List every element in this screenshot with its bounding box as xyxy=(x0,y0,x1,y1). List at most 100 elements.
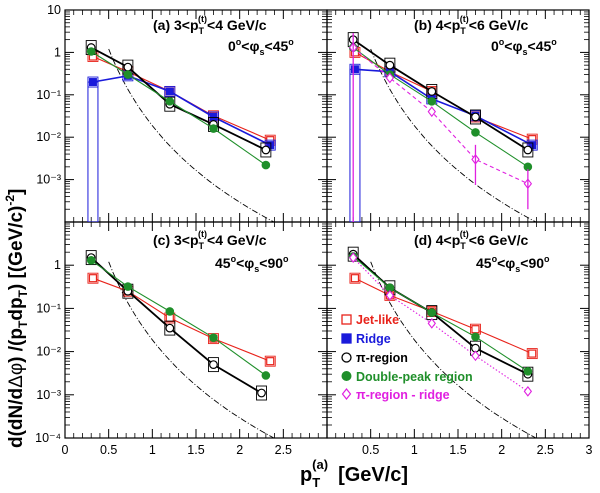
data-point-dp xyxy=(427,97,437,106)
x-tick-label: 3 xyxy=(586,443,593,457)
data-point-dp xyxy=(86,47,96,56)
data-point-pi xyxy=(385,60,395,70)
panel-d-subtitle: 45o<φs<90o xyxy=(476,254,550,274)
reference-curve xyxy=(108,48,275,222)
panel-a-plot xyxy=(85,40,276,222)
data-point-pir xyxy=(427,106,436,118)
error-box-ridge-low xyxy=(87,81,99,222)
legend-label-pir: π-region - ridge xyxy=(356,388,450,402)
data-point-pi xyxy=(209,360,218,370)
error-box-pi xyxy=(522,142,534,158)
panel-c-plot xyxy=(85,250,276,438)
y-tick-label: 10⁻¹ xyxy=(36,301,61,315)
panel-b-plot xyxy=(347,32,538,222)
data-point-jet xyxy=(471,325,480,334)
series-line-pir xyxy=(352,47,529,185)
series-line-pir xyxy=(352,257,529,392)
legend-label-jet: Jet-like xyxy=(356,313,399,327)
data-point-pir xyxy=(385,290,395,301)
data-point-ridge xyxy=(266,141,275,150)
series-line-jet xyxy=(354,51,533,140)
reference-curve xyxy=(370,261,537,438)
panel-b-subtitle: 0o<φs<45o xyxy=(491,37,557,57)
series-line-ridge xyxy=(354,68,533,146)
data-point-pi xyxy=(471,112,480,122)
legend-label-dp: Double-peak region xyxy=(356,370,473,384)
data-point-ridge xyxy=(528,141,537,150)
x-axis-label: pT(a) [GeV/c] xyxy=(300,457,408,490)
panel-d-title: (d) 4<pT(t)<6 GeV/c xyxy=(414,229,529,251)
y-tick-label: 10⁻³ xyxy=(36,173,61,187)
y-tick-label: 10 xyxy=(47,3,61,17)
error-box-jet xyxy=(87,272,99,284)
data-point-jet xyxy=(266,357,275,366)
panel-b-title: (b) 4<pT(t)<6 GeV/c xyxy=(414,14,529,36)
data-point-pi xyxy=(427,87,437,96)
data-point-dp xyxy=(427,308,437,317)
series-line-pi xyxy=(90,46,267,151)
data-point-dp xyxy=(471,332,480,342)
x-tick-label: 0.5 xyxy=(362,443,379,457)
y-tick-label: 10⁻² xyxy=(36,345,61,359)
legend: Jet-like Ridge π-region Double-peak regi… xyxy=(341,313,473,402)
y-tick-label: 1 xyxy=(54,258,61,272)
error-box-pi xyxy=(164,320,176,336)
legend-marker-pi xyxy=(341,352,352,363)
error-box-pi xyxy=(260,142,272,158)
panel-a-subtitle: 0o<φs<45o xyxy=(228,37,294,57)
data-point-dp xyxy=(523,366,533,376)
x-tick-label: 1 xyxy=(149,443,156,457)
data-point-pi xyxy=(123,62,133,72)
x-tick-label: 2.5 xyxy=(537,443,554,457)
legend-marker-dp xyxy=(341,371,352,381)
legend-label-pi: π-region xyxy=(356,351,408,365)
data-point-pir xyxy=(427,317,436,329)
error-box-jet xyxy=(264,355,276,367)
error-box-jet xyxy=(349,272,361,284)
series-line-jet xyxy=(92,277,271,362)
error-box-pi xyxy=(470,109,481,125)
data-point-pi xyxy=(257,388,266,398)
data-point-dp xyxy=(86,255,96,265)
legend-marker-ridge xyxy=(341,333,352,344)
x-tick-label: 2.5 xyxy=(275,443,292,457)
data-point-pir xyxy=(523,385,533,397)
legend-label-ridge: Ridge xyxy=(356,332,391,346)
reference-curve xyxy=(108,261,275,438)
axis-ticks: 10⁻³ 10⁻² 10⁻¹ 1 10 0 0.5 1 1.5 2 2.5 10⁻⁴ 10⁻³ 10⁻² 1… xyxy=(35,3,592,457)
data-point-jet xyxy=(350,274,360,283)
x-tick-label: 2 xyxy=(236,443,243,457)
reference-curve xyxy=(370,48,537,222)
data-point-pi xyxy=(523,145,533,155)
data-point-pir xyxy=(471,350,480,362)
y-tick-label: 1 xyxy=(54,45,61,59)
data-point-pir xyxy=(385,72,395,84)
data-point-jet xyxy=(88,274,98,283)
series-line-pi xyxy=(352,38,529,151)
y-tick-label: 10⁻² xyxy=(36,130,61,144)
data-point-pi xyxy=(261,145,271,155)
series-line-pi xyxy=(90,256,262,394)
x-tick-label: 0 xyxy=(62,443,69,457)
panel-c-subtitle: 45o<φs<90o xyxy=(215,254,289,274)
error-box-pi xyxy=(256,385,267,401)
panel-d-plot xyxy=(347,246,538,438)
data-point-dp xyxy=(471,128,480,137)
data-point-ridge xyxy=(209,112,218,121)
data-point-dp xyxy=(261,160,271,170)
error-box-pi xyxy=(85,250,97,266)
panel-d-frame xyxy=(326,221,590,439)
y-tick-label: 10⁻¹ xyxy=(36,88,61,102)
legend-marker-jet xyxy=(341,314,352,325)
panel-c-title: (c) 3<pT(t)<4 GeV/c xyxy=(153,229,267,251)
x-tick-label: 0.5 xyxy=(100,443,117,457)
series-line-dp xyxy=(90,259,267,376)
error-box-pi xyxy=(208,357,219,373)
data-point-jet xyxy=(528,349,537,358)
x-tick-label: 2 xyxy=(498,443,505,457)
data-point-dp xyxy=(209,124,218,133)
data-point-dp xyxy=(165,97,175,106)
data-point-dp xyxy=(165,307,175,316)
error-box-jet xyxy=(526,348,538,360)
